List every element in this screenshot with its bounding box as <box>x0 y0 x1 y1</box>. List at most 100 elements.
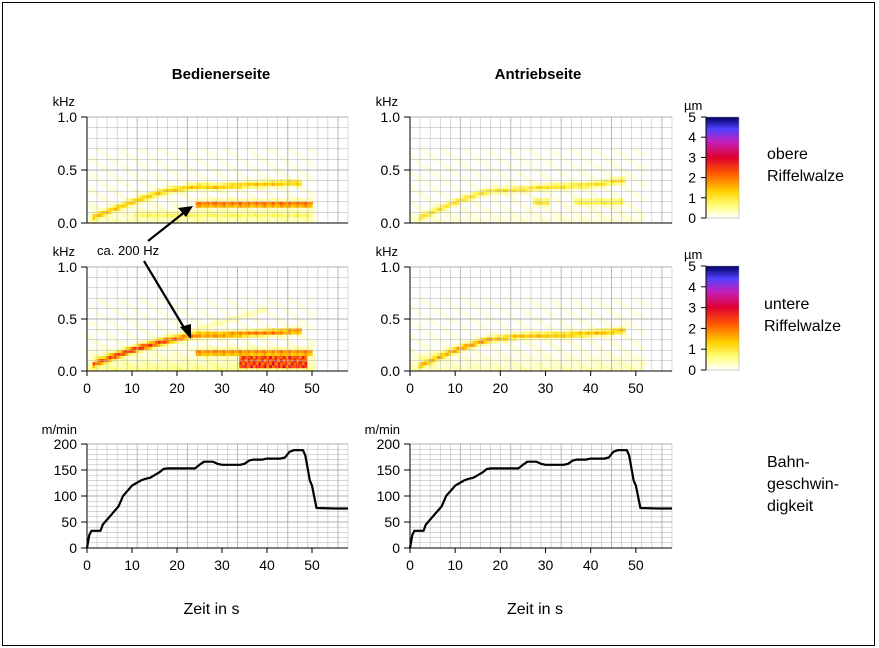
heat-cell <box>628 364 632 369</box>
heat-cell <box>606 364 610 369</box>
heat-cell <box>247 163 251 168</box>
heat-cell <box>122 182 126 186</box>
heat-cell <box>312 343 316 347</box>
heat-cell <box>244 355 248 360</box>
heat-cell <box>236 355 240 360</box>
heat-cell <box>301 219 305 224</box>
heat-cell <box>557 170 561 174</box>
heat-cell <box>546 219 550 224</box>
heat-cell <box>609 340 613 344</box>
heat-cell <box>309 219 313 224</box>
heat-cell <box>187 337 191 341</box>
heat-cell <box>274 361 278 366</box>
heat-cell <box>579 213 583 218</box>
heat-cell <box>236 201 240 205</box>
heat-cell <box>280 216 284 221</box>
heat-cell <box>497 322 501 326</box>
heat-cell <box>184 185 188 190</box>
heat-cell <box>312 297 316 301</box>
heat-cell <box>228 207 232 211</box>
heat-cell <box>92 349 96 353</box>
heat-cell <box>307 191 311 196</box>
heat-cell <box>549 309 553 314</box>
heat-cell <box>92 367 96 372</box>
heat-cell <box>601 303 605 308</box>
heat-cell <box>290 352 294 357</box>
heat-cell <box>301 185 305 190</box>
heat-cell <box>201 207 205 211</box>
heat-cell <box>269 352 273 357</box>
heat-cell <box>437 207 441 211</box>
heat-cell <box>617 198 621 202</box>
heat-cell <box>431 219 435 224</box>
heat-cell <box>198 364 202 369</box>
heat-cell <box>193 182 197 186</box>
heat-cell <box>141 328 145 332</box>
heat-cell <box>100 213 104 218</box>
heat-cell <box>228 216 232 221</box>
heat-cell <box>274 346 278 350</box>
heat-cell <box>611 328 615 332</box>
heat-cell <box>222 309 226 314</box>
heat-cell <box>527 185 531 190</box>
heat-cell <box>222 160 226 165</box>
heat-cell <box>543 325 547 329</box>
heat-cell <box>502 325 506 329</box>
heat-cell <box>293 349 297 353</box>
heat-cell <box>426 352 430 357</box>
heat-cell <box>453 346 457 350</box>
heat-cell <box>233 182 237 186</box>
heat-cell <box>565 182 569 186</box>
heat-cell <box>236 337 240 341</box>
heat-cell <box>456 216 460 221</box>
heat-cell <box>217 216 221 221</box>
heat-cell <box>255 361 259 366</box>
heat-cell <box>617 346 621 350</box>
heat-cell <box>198 173 202 177</box>
heat-cell <box>122 328 126 332</box>
heat-cell <box>149 213 153 218</box>
heat-cell <box>252 170 256 174</box>
heat-cell <box>176 367 180 372</box>
heat-cell <box>576 343 580 347</box>
heat-cell <box>587 188 591 193</box>
heat-cell <box>184 352 188 357</box>
heat-cell <box>603 176 607 180</box>
heat-cell <box>209 216 213 221</box>
heat-cell <box>445 361 449 366</box>
heat-cell <box>437 364 441 369</box>
heat-cell <box>576 315 580 320</box>
heat-cell <box>174 334 178 338</box>
heat-cell <box>266 207 270 211</box>
heat-cell <box>261 201 265 205</box>
heat-cell <box>312 219 316 224</box>
heat-cell <box>282 328 286 332</box>
heat-cell <box>290 216 294 221</box>
heat-cell <box>491 337 495 341</box>
heat-cell <box>423 364 427 369</box>
heat-cell <box>138 346 142 350</box>
heat-cell <box>280 303 284 308</box>
heat-cell <box>609 198 613 202</box>
heat-cell <box>255 207 259 211</box>
heat-cell <box>521 173 525 177</box>
heat-cell <box>470 364 474 369</box>
heat-cell <box>557 355 561 360</box>
heat-cell <box>440 163 444 168</box>
heat-cell <box>595 328 599 332</box>
heat-cell <box>475 364 479 369</box>
heat-cell <box>535 154 539 158</box>
heat-cell <box>261 182 265 186</box>
heat-cell <box>282 364 286 369</box>
heat-cell <box>236 173 240 177</box>
heat-cell <box>277 182 281 186</box>
heat-cell <box>538 154 542 158</box>
heat-cell <box>538 346 542 350</box>
heat-cell <box>309 191 313 196</box>
heat-cell <box>562 188 566 193</box>
heat-cell <box>467 163 471 168</box>
heat-cell <box>171 213 175 218</box>
heat-cell <box>445 352 449 357</box>
heat-cell <box>157 216 161 221</box>
heat-cell <box>231 334 235 338</box>
